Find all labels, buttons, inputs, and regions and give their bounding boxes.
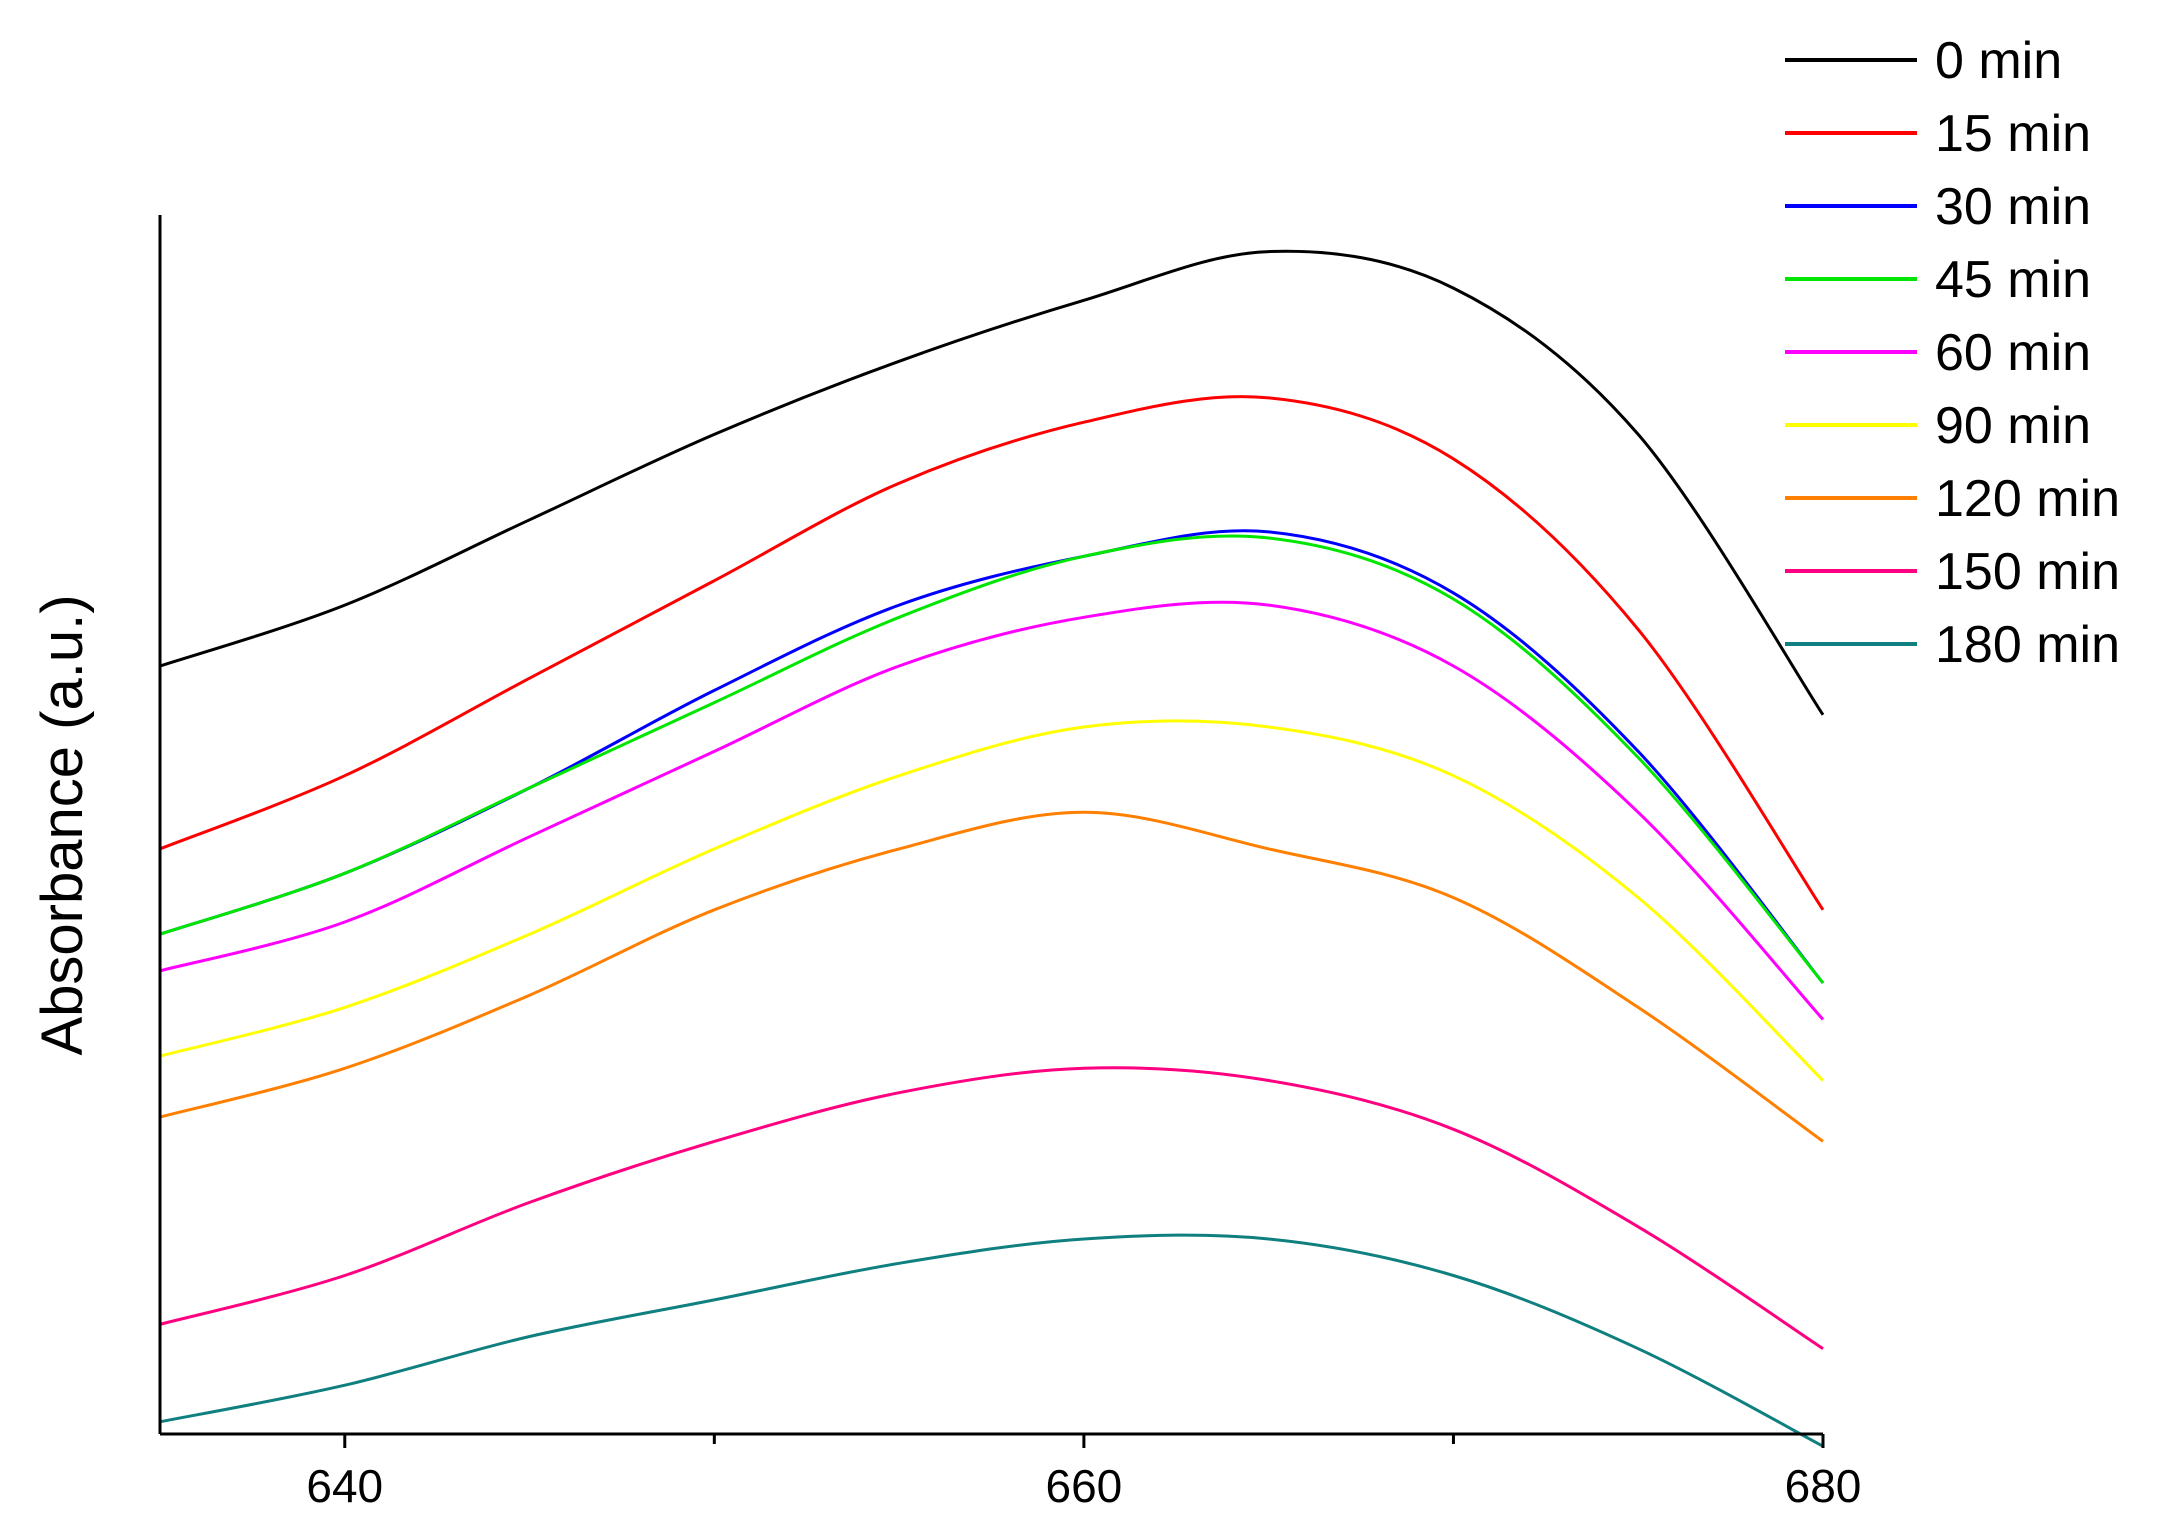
x-ticks-layer: 640 660 680 bbox=[306, 1434, 1861, 1512]
legend-label-45-min: 45 min bbox=[1935, 251, 2091, 309]
legend: 0 min 15 min 30 min 45 min 60 min 90 min 120 m… bbox=[1785, 32, 2120, 674]
series-line-60-min bbox=[159, 600, 1825, 1021]
legend-label-90-min: 90 min bbox=[1935, 397, 2091, 455]
series-line-180-min bbox=[159, 1233, 1824, 1448]
series-line-0-min bbox=[159, 249, 1825, 716]
legend-label-60-min: 60 min bbox=[1935, 324, 2091, 382]
series-line-150-min bbox=[159, 1066, 1824, 1350]
x-tick-label-660: 660 bbox=[1046, 1460, 1123, 1512]
x-tick-label-680: 680 bbox=[1785, 1460, 1862, 1512]
x-tick-label-640: 640 bbox=[306, 1460, 383, 1512]
legend-label-120-min: 120 min bbox=[1935, 470, 2120, 528]
series-layer bbox=[159, 249, 1825, 1448]
series-line-120-min bbox=[159, 810, 1824, 1143]
y-axis-title: Absorbance (a.u.) bbox=[30, 594, 95, 1055]
series-line-30-min bbox=[159, 529, 1825, 984]
series-line-15-min bbox=[159, 395, 1825, 911]
legend-label-180-min: 180 min bbox=[1935, 616, 2120, 674]
axes-layer bbox=[158, 215, 1823, 1436]
series-line-90-min bbox=[159, 719, 1825, 1082]
legend-label-150-min: 150 min bbox=[1935, 543, 2120, 601]
legend-label-15-min: 15 min bbox=[1935, 105, 2091, 163]
legend-label-0-min: 0 min bbox=[1935, 32, 2062, 90]
legend-label-30-min: 30 min bbox=[1935, 178, 2091, 236]
series-line-45-min bbox=[159, 534, 1825, 984]
